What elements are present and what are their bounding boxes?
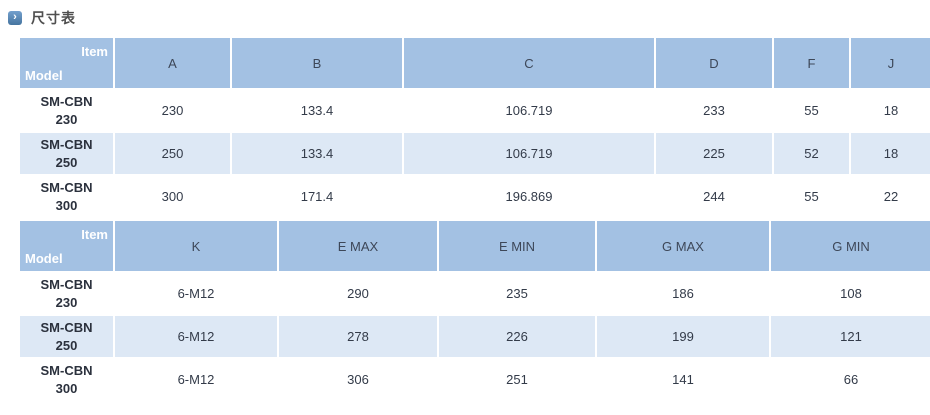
value-cell: 106.719 (402, 131, 656, 176)
value-cell: 6-M12 (113, 314, 279, 359)
value-cell: 186 (595, 271, 771, 316)
value-cell: 235 (437, 271, 597, 316)
value-cell: 133.4 (230, 88, 404, 133)
value-cell: 106.719 (402, 88, 656, 133)
value-cell: 133.4 (230, 131, 404, 176)
model-cell: SM-CBN 250 (18, 131, 115, 176)
dimension-table-primary: Item Model A B C D F J SM-CBN 230 230 13… (18, 36, 930, 219)
corner-label-item: Item (81, 227, 108, 242)
model-cell: SM-CBN 300 (18, 174, 115, 219)
chevron-right-icon: › (8, 10, 22, 25)
table-row: SM-CBN 250 250 133.4 106.719 225 52 18 (18, 131, 930, 176)
value-cell: 6-M12 (113, 357, 279, 402)
model-series: SM-CBN (40, 179, 93, 195)
value-cell: 290 (277, 271, 439, 316)
col-header-k: K (113, 219, 279, 273)
table-row: SM-CBN 300 300 171.4 196.869 244 55 22 (18, 174, 930, 219)
model-number: 300 (55, 380, 78, 396)
model-series: SM-CBN (40, 362, 93, 378)
value-cell: 300 (113, 174, 232, 219)
value-cell: 196.869 (402, 174, 656, 219)
value-cell: 230 (113, 88, 232, 133)
model-number: 230 (55, 111, 78, 127)
col-header-j: J (849, 36, 930, 90)
col-header-c: C (402, 36, 656, 90)
model-cell: SM-CBN 230 (18, 88, 115, 133)
section-header: › 尺寸表 (0, 0, 930, 28)
value-cell: 66 (769, 357, 930, 402)
value-cell: 22 (849, 174, 930, 219)
dimension-table-secondary: Item Model K E MAX E MIN G MAX G MIN SM-… (18, 219, 930, 402)
value-cell: 18 (849, 88, 930, 133)
model-number: 250 (55, 154, 78, 170)
model-cell: SM-CBN 300 (18, 357, 115, 402)
col-header-e-min: E MIN (437, 219, 597, 273)
value-cell: 121 (769, 314, 930, 359)
col-header-b: B (230, 36, 404, 90)
model-number: 250 (55, 337, 78, 353)
corner-header-item-model: Item Model (18, 36, 115, 90)
model-number: 300 (55, 197, 78, 213)
col-header-g-min: G MIN (769, 219, 930, 273)
header-row: Item Model A B C D F J (18, 36, 930, 90)
value-cell: 251 (437, 357, 597, 402)
table-row: SM-CBN 230 6-M12 290 235 186 108 (18, 271, 930, 316)
value-cell: 225 (654, 131, 774, 176)
value-cell: 250 (113, 131, 232, 176)
value-cell: 199 (595, 314, 771, 359)
table-row: SM-CBN 250 6-M12 278 226 199 121 (18, 314, 930, 359)
corner-label-model: Model (25, 251, 63, 266)
page-title: 尺寸表 (31, 9, 76, 26)
col-header-d: D (654, 36, 774, 90)
table-row: SM-CBN 300 6-M12 306 251 141 66 (18, 357, 930, 402)
value-cell: 141 (595, 357, 771, 402)
model-cell: SM-CBN 230 (18, 271, 115, 316)
value-cell: 108 (769, 271, 930, 316)
col-header-g-max: G MAX (595, 219, 771, 273)
value-cell: 226 (437, 314, 597, 359)
value-cell: 55 (772, 174, 851, 219)
col-header-f: F (772, 36, 851, 90)
value-cell: 244 (654, 174, 774, 219)
value-cell: 55 (772, 88, 851, 133)
table-row: SM-CBN 230 230 133.4 106.719 233 55 18 (18, 88, 930, 133)
model-series: SM-CBN (40, 276, 93, 292)
value-cell: 18 (849, 131, 930, 176)
value-cell: 52 (772, 131, 851, 176)
model-cell: SM-CBN 250 (18, 314, 115, 359)
model-series: SM-CBN (40, 136, 93, 152)
corner-label-item: Item (81, 44, 108, 59)
dimension-tables: Item Model A B C D F J SM-CBN 230 230 13… (18, 36, 930, 402)
model-series: SM-CBN (40, 93, 93, 109)
header-row: Item Model K E MAX E MIN G MAX G MIN (18, 219, 930, 273)
value-cell: 6-M12 (113, 271, 279, 316)
corner-label-model: Model (25, 68, 63, 83)
col-header-e-max: E MAX (277, 219, 439, 273)
corner-header-item-model: Item Model (18, 219, 115, 273)
model-number: 230 (55, 294, 78, 310)
value-cell: 171.4 (230, 174, 404, 219)
value-cell: 233 (654, 88, 774, 133)
col-header-a: A (113, 36, 232, 90)
value-cell: 306 (277, 357, 439, 402)
value-cell: 278 (277, 314, 439, 359)
model-series: SM-CBN (40, 319, 93, 335)
